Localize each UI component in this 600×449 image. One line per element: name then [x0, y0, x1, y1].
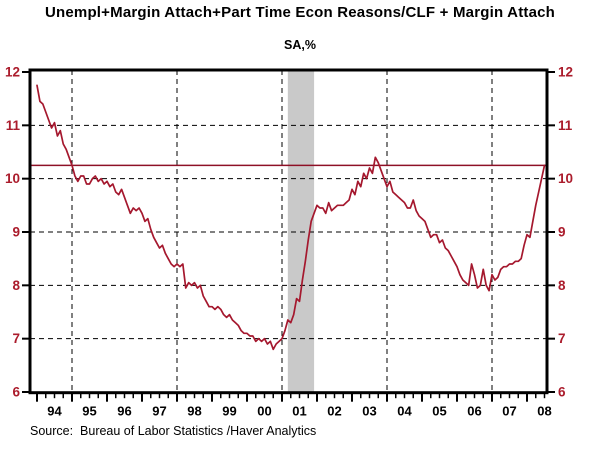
y-axis-label-left: 11	[6, 118, 21, 133]
y-axis-label-right: 6	[558, 385, 566, 400]
y-axis-label-left: 6	[12, 385, 20, 400]
chart-subtitle: SA,%	[284, 38, 316, 52]
x-axis-year-label: 03	[362, 404, 376, 419]
x-axis-year-label: 00	[257, 404, 271, 419]
y-axis-label-right: 8	[558, 278, 566, 293]
x-axis-year-label: 01	[292, 404, 306, 419]
source-note: Source: Bureau of Labor Statistics /Have…	[30, 424, 317, 438]
x-axis-year-label: 99	[222, 404, 236, 419]
series-line	[36, 84, 546, 351]
chart-title: Unempl+Margin Attach+Part Time Econ Reas…	[44, 4, 556, 21]
x-axis-year-label: 05	[432, 404, 446, 419]
x-axis-year-label: 08	[537, 404, 551, 419]
x-axis-year-label: 04	[397, 404, 412, 419]
y-axis-label-right: 10	[558, 171, 573, 186]
y-axis-label-left: 10	[5, 171, 20, 186]
x-axis-year-label: 95	[82, 404, 96, 419]
x-axis-year-label: 96	[117, 404, 131, 419]
y-axis-label-left: 12	[5, 65, 20, 80]
y-axis-label-left: 7	[12, 331, 20, 346]
x-axis-year-label: 98	[187, 404, 201, 419]
y-axis-label-right: 7	[558, 331, 566, 346]
x-axis-year-label: 07	[502, 404, 516, 419]
y-axis-label-right: 11	[558, 118, 573, 133]
y-axis-label-left: 8	[12, 278, 20, 293]
x-axis-year-label: 06	[467, 404, 481, 419]
y-axis-label-left: 9	[12, 225, 20, 240]
x-axis-year-label: 97	[152, 404, 166, 419]
y-axis-label-right: 9	[558, 225, 566, 240]
x-axis-year-label: 02	[327, 404, 341, 419]
x-axis-year-label: 94	[47, 404, 62, 419]
y-axis-label-right: 12	[558, 65, 573, 80]
